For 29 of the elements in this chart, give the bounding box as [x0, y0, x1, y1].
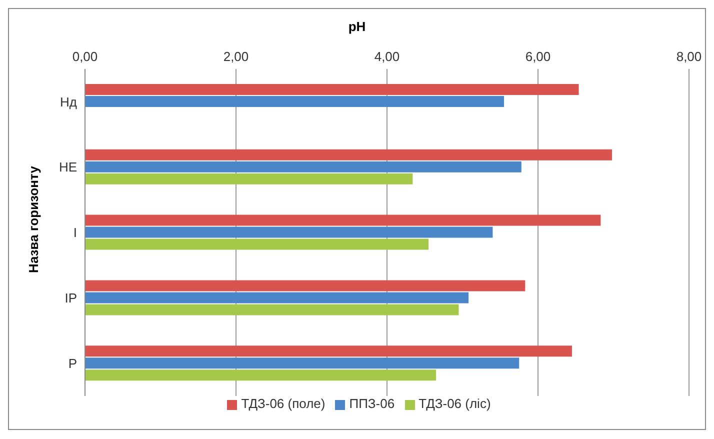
bar [85, 161, 522, 172]
x-tick-label: 2,00 [223, 49, 249, 64]
chart-title: pH [347, 19, 367, 34]
legend-label: ППЗ-06 [349, 396, 395, 411]
x-tick-label: 8,00 [676, 49, 702, 64]
bar [85, 214, 601, 226]
x-tick-label: 4,00 [374, 49, 400, 64]
bar [85, 173, 413, 184]
y-tick-label: НЕ [58, 160, 78, 175]
bar [85, 280, 526, 292]
bar [85, 292, 469, 304]
bar [85, 358, 520, 369]
x-tick-label: 0,00 [72, 49, 98, 64]
y-tick-label: Нд [60, 94, 78, 110]
bar [85, 149, 612, 160]
bar [85, 370, 436, 381]
bar [85, 84, 579, 95]
y-axis-title: Назва горизонту [26, 166, 40, 272]
bar [85, 304, 459, 316]
y-tick-label: P [68, 356, 77, 371]
bar [85, 238, 429, 250]
bar [85, 346, 572, 357]
x-tick-label: 6,00 [525, 49, 551, 64]
bar [85, 96, 504, 107]
legend-label: ТДЗ-06 (поле) [241, 396, 326, 411]
y-tick-label: IP [64, 290, 77, 306]
legend-label: ТДЗ-06 (ліс) [418, 396, 491, 411]
y-tick-label: I [73, 225, 77, 240]
bar [85, 226, 493, 238]
